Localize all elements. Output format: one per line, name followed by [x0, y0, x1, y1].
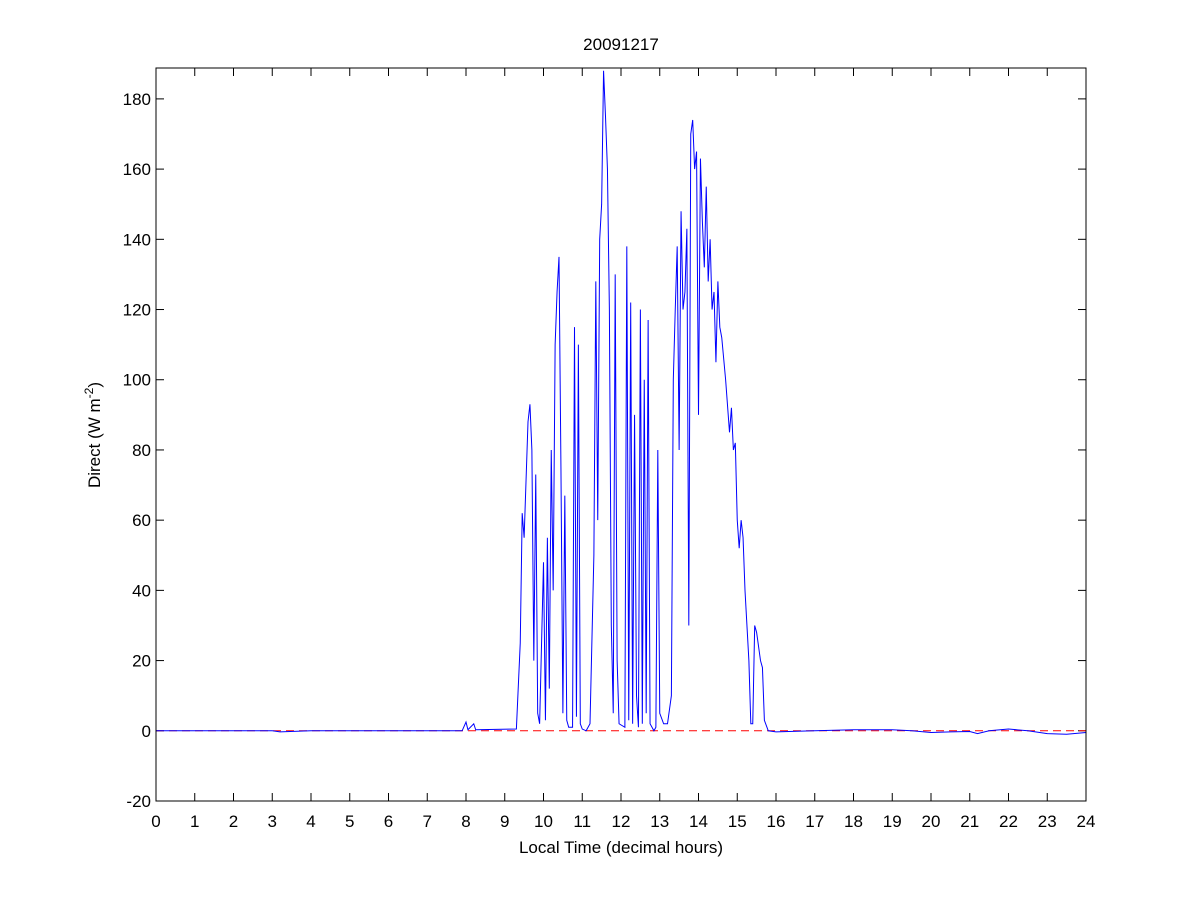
chart-title: 20091217: [583, 35, 659, 54]
x-tick-label: 20: [922, 812, 941, 831]
plot-frame: [155, 67, 1087, 802]
x-tick-label: 12: [612, 812, 631, 831]
y-tick-label: 80: [132, 441, 151, 460]
x-tick-label: 7: [423, 812, 432, 831]
x-tick-label: 6: [384, 812, 393, 831]
y-tick-label: 160: [123, 160, 151, 179]
x-tick-label: 8: [461, 812, 470, 831]
x-tick-label: 1: [190, 812, 199, 831]
y-tick-label: -20: [126, 792, 151, 811]
x-tick-label: 4: [306, 812, 315, 831]
y-tick-label: 60: [132, 511, 151, 530]
x-tick-label: 21: [960, 812, 979, 831]
x-tick-label: 5: [345, 812, 354, 831]
x-tick-label: 3: [268, 812, 277, 831]
y-label-main: Direct (W m: [85, 398, 104, 488]
y-tick-label: 120: [123, 301, 151, 320]
y-tick-label: 100: [123, 371, 151, 390]
y-label-sup: -2: [82, 387, 96, 398]
x-tick-label: 17: [805, 812, 824, 831]
x-tick-label: 0: [151, 812, 160, 831]
y-axis-label: Direct (W m-2): [82, 382, 104, 488]
x-tick-label: 14: [689, 812, 708, 831]
x-tick-label: 23: [1038, 812, 1057, 831]
data-line: [156, 70, 1087, 735]
y-tick-label: 180: [123, 90, 151, 109]
x-tick-label: 13: [650, 812, 669, 831]
x-tick-label: 10: [534, 812, 553, 831]
x-tick-label: 18: [844, 812, 863, 831]
x-tick-label: 16: [767, 812, 786, 831]
y-tick-label: 20: [132, 652, 151, 671]
x-tick-label: 9: [500, 812, 509, 831]
y-tick-label: 0: [142, 722, 151, 741]
x-tick-label: 11: [573, 812, 591, 831]
y-label-end: ): [85, 382, 104, 388]
x-tick-label: 19: [883, 812, 902, 831]
x-tick-label: 22: [999, 812, 1018, 831]
y-tick-label: 140: [123, 230, 151, 249]
y-tick-label: 40: [132, 581, 151, 600]
x-axis-label: Local Time (decimal hours): [519, 838, 723, 857]
x-tick-label: 24: [1077, 812, 1096, 831]
x-tick-label: 2: [229, 812, 238, 831]
x-tick-label: 15: [728, 812, 747, 831]
